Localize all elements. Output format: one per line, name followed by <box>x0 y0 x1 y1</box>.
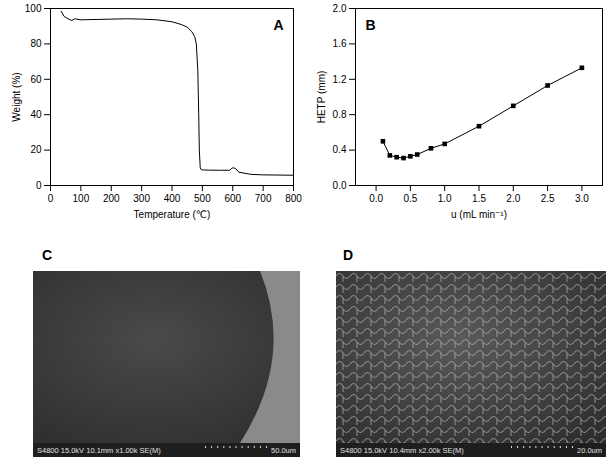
svg-text:S4800 15.0kV 10.4mm x2.00k SE(: S4800 15.0kV 10.4mm x2.00k SE(M) <box>340 446 464 455</box>
svg-text:Temperature (℃): Temperature (℃) <box>134 209 211 220</box>
svg-text:3.0: 3.0 <box>575 193 589 204</box>
svg-text:2.5: 2.5 <box>541 193 555 204</box>
svg-text:2.0: 2.0 <box>506 193 520 204</box>
svg-text:40: 40 <box>30 109 42 120</box>
svg-text:u (mL min⁻¹): u (mL min⁻¹) <box>451 209 507 220</box>
svg-text:200: 200 <box>103 193 120 204</box>
svg-text:1.6: 1.6 <box>333 38 347 49</box>
svg-text:HETP (mm): HETP (mm) <box>316 71 327 124</box>
svg-text:20.0um: 20.0um <box>577 446 602 455</box>
svg-text:20: 20 <box>30 144 42 155</box>
svg-text:500: 500 <box>194 193 211 204</box>
svg-text:800: 800 <box>285 193 302 204</box>
svg-text:0.4: 0.4 <box>333 144 347 155</box>
svg-text:100: 100 <box>25 3 42 14</box>
svg-text:400: 400 <box>164 193 181 204</box>
svg-text:0.5: 0.5 <box>403 193 417 204</box>
svg-text:2.0: 2.0 <box>333 3 347 14</box>
svg-text:60: 60 <box>30 74 42 85</box>
svg-text:B: B <box>366 17 376 33</box>
svg-text:700: 700 <box>255 193 272 204</box>
svg-text:0.0: 0.0 <box>333 180 347 191</box>
svg-text:0.0: 0.0 <box>369 193 383 204</box>
svg-text:0: 0 <box>48 193 54 204</box>
svg-text:100: 100 <box>73 193 90 204</box>
svg-text:1.2: 1.2 <box>333 74 347 85</box>
html-text:C: C <box>42 247 53 263</box>
svg-text:0: 0 <box>36 180 42 191</box>
svg-text:1.5: 1.5 <box>472 193 486 204</box>
svg-text:1.0: 1.0 <box>438 193 452 204</box>
svg-text:80: 80 <box>30 38 42 49</box>
svg-text:A: A <box>273 17 283 33</box>
html-text:D: D <box>343 247 354 263</box>
svg-text:600: 600 <box>224 193 241 204</box>
svg-text:300: 300 <box>133 193 150 204</box>
svg-text:Weight (%): Weight (%) <box>11 72 22 121</box>
svg-text:0.8: 0.8 <box>333 109 347 120</box>
svg-text:S4800 15.0kV 10.1mm x1.00k SE(: S4800 15.0kV 10.1mm x1.00k SE(M) <box>37 446 161 455</box>
svg-text:50.0um: 50.0um <box>271 446 296 455</box>
